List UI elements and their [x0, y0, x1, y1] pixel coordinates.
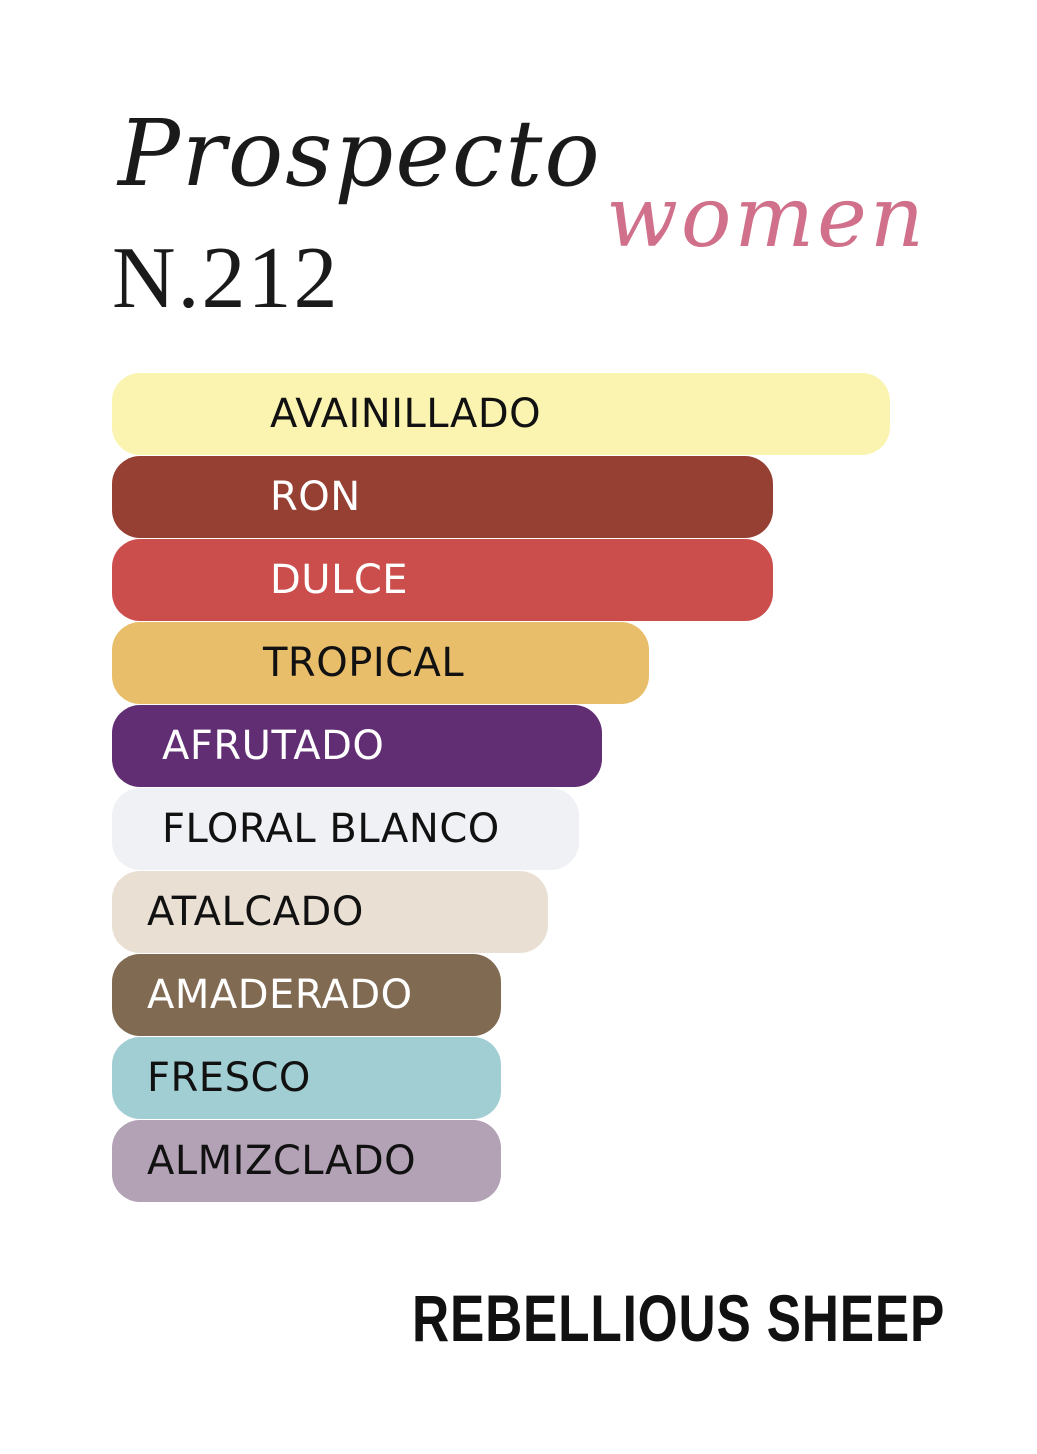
gender-label: women [606, 168, 927, 266]
accord-label: AVAINILLADO [270, 391, 542, 437]
accord-bar: FRESCO [112, 1037, 501, 1119]
accord-label: RON [270, 474, 361, 520]
accord-label: TROPICAL [263, 640, 465, 686]
accord-label: ALMIZCLADO [147, 1138, 417, 1184]
accord-bar: ATALCADO [112, 871, 548, 953]
accord-bar: RON [112, 456, 774, 538]
accord-bar: AMADERADO [112, 954, 501, 1036]
accord-bar: TROPICAL [112, 622, 649, 704]
accord-label: ATALCADO [147, 889, 364, 935]
brand-name: REBELLIOUS SHEEP [412, 1281, 946, 1355]
accord-label: AMADERADO [147, 972, 413, 1018]
accord-bar: AFRUTADO [112, 705, 603, 787]
accord-bar: FLORAL BLANCO [112, 788, 579, 870]
accord-bar: ALMIZCLADO [112, 1120, 501, 1202]
accord-bar: DULCE [112, 539, 774, 621]
accord-bar: AVAINILLADO [112, 373, 890, 455]
accord-label: FRESCO [147, 1055, 311, 1101]
accord-label: AFRUTADO [162, 723, 385, 769]
product-title: Prospecto [118, 100, 602, 207]
accord-label: FLORAL BLANCO [162, 806, 500, 852]
accord-label: DULCE [270, 557, 409, 603]
product-number: N.212 [112, 230, 340, 327]
